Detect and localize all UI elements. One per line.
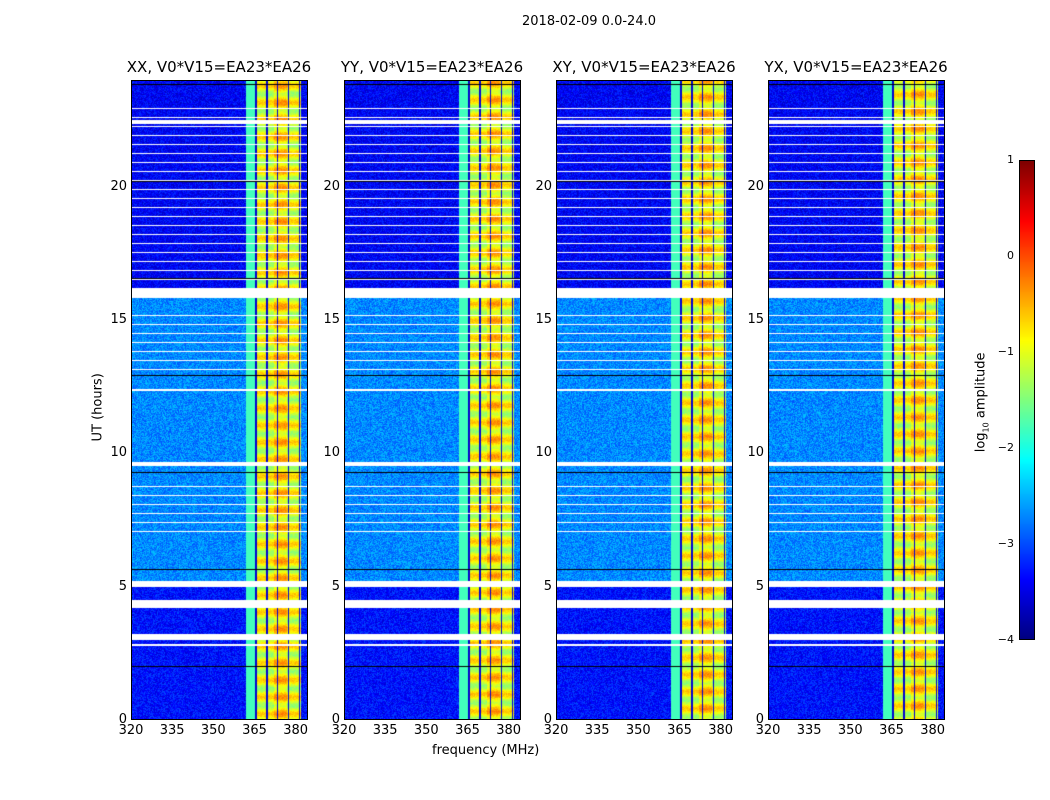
x-tick-label: 335 (159, 723, 185, 738)
y-tick-label: 15 (747, 312, 764, 327)
x-tick-label: 335 (584, 723, 610, 738)
x-tick-label: 335 (372, 723, 398, 738)
y-tick-label: 0 (331, 712, 340, 727)
x-tick-label: 365 (455, 723, 480, 738)
heatmap-image (132, 81, 307, 719)
x-tick-label: 380 (283, 723, 309, 738)
x-tick-label: 380 (708, 723, 734, 738)
y-tick-label: 5 (331, 578, 340, 594)
colorbar (1019, 160, 1035, 640)
heatmap-panel-1 (344, 80, 521, 720)
panel-title: YX, V0*V15=EA23*EA26 (764, 58, 948, 76)
panel-title: XX, V0*V15=EA23*EA26 (126, 58, 312, 76)
heatmap-panel-2 (556, 80, 733, 720)
colorbar-tick-label: −4 (997, 633, 1014, 646)
x-tick-label: 335 (796, 723, 822, 738)
colorbar-tick-label: 1 (1007, 153, 1014, 166)
heatmap-panel-3 (768, 80, 945, 720)
colorbar-tick-label: 0 (1007, 249, 1014, 262)
heatmap-image (345, 81, 520, 719)
x-tick-label: 350 (200, 723, 226, 738)
x-tick-label: 365 (879, 723, 904, 738)
y-tick-label: 15 (110, 312, 127, 327)
x-tick-label: 320 (118, 723, 144, 738)
y-tick-label: 0 (755, 712, 764, 727)
y-tick-label: 15 (535, 312, 552, 327)
y-tick-label: 0 (118, 712, 127, 727)
y-tick-label: 20 (110, 178, 127, 194)
x-tick-label: 380 (496, 723, 522, 738)
x-tick-label: 320 (755, 723, 781, 738)
colorbar-tick-label: −1 (997, 345, 1014, 358)
x-tick-label: 320 (543, 723, 569, 738)
heatmap-panel-0 (131, 80, 308, 720)
x-tick-label: 380 (920, 723, 946, 738)
panel-title: XY, V0*V15=EA23*EA26 (552, 58, 736, 76)
y-tick-label: 10 (747, 445, 764, 461)
x-tick-label: 350 (625, 723, 651, 738)
y-tick-label: 10 (110, 445, 127, 461)
heatmap-image (557, 81, 732, 719)
x-tick-label: 350 (837, 723, 863, 738)
x-tick-label: 365 (242, 723, 267, 738)
y-tick-label: 5 (755, 578, 764, 594)
y-tick-label: 20 (747, 178, 764, 194)
x-tick-label: 320 (331, 723, 357, 738)
x-axis-label: frequency (MHz) (432, 743, 540, 758)
y-tick-label: 5 (118, 578, 127, 594)
y-axis-label: UT (hours) (90, 373, 106, 442)
x-tick-label: 365 (667, 723, 692, 738)
panel-title: YY, V0*V15=EA23*EA26 (340, 58, 524, 76)
colorbar-label: log10 amplitude (973, 352, 991, 453)
y-tick-label: 10 (535, 445, 552, 461)
colorbar-tick-label: −3 (997, 537, 1014, 550)
y-tick-label: 0 (543, 712, 552, 727)
y-tick-label: 20 (323, 178, 340, 194)
y-tick-label: 5 (543, 578, 552, 594)
y-tick-label: 10 (323, 445, 340, 461)
y-tick-label: 20 (535, 178, 552, 194)
colorbar-tick-label: −2 (997, 441, 1014, 454)
y-tick-label: 15 (323, 312, 340, 327)
heatmap-image (769, 81, 944, 719)
x-tick-label: 350 (413, 723, 439, 738)
figure-title: 2018-02-09 0.0-24.0 (522, 14, 656, 29)
